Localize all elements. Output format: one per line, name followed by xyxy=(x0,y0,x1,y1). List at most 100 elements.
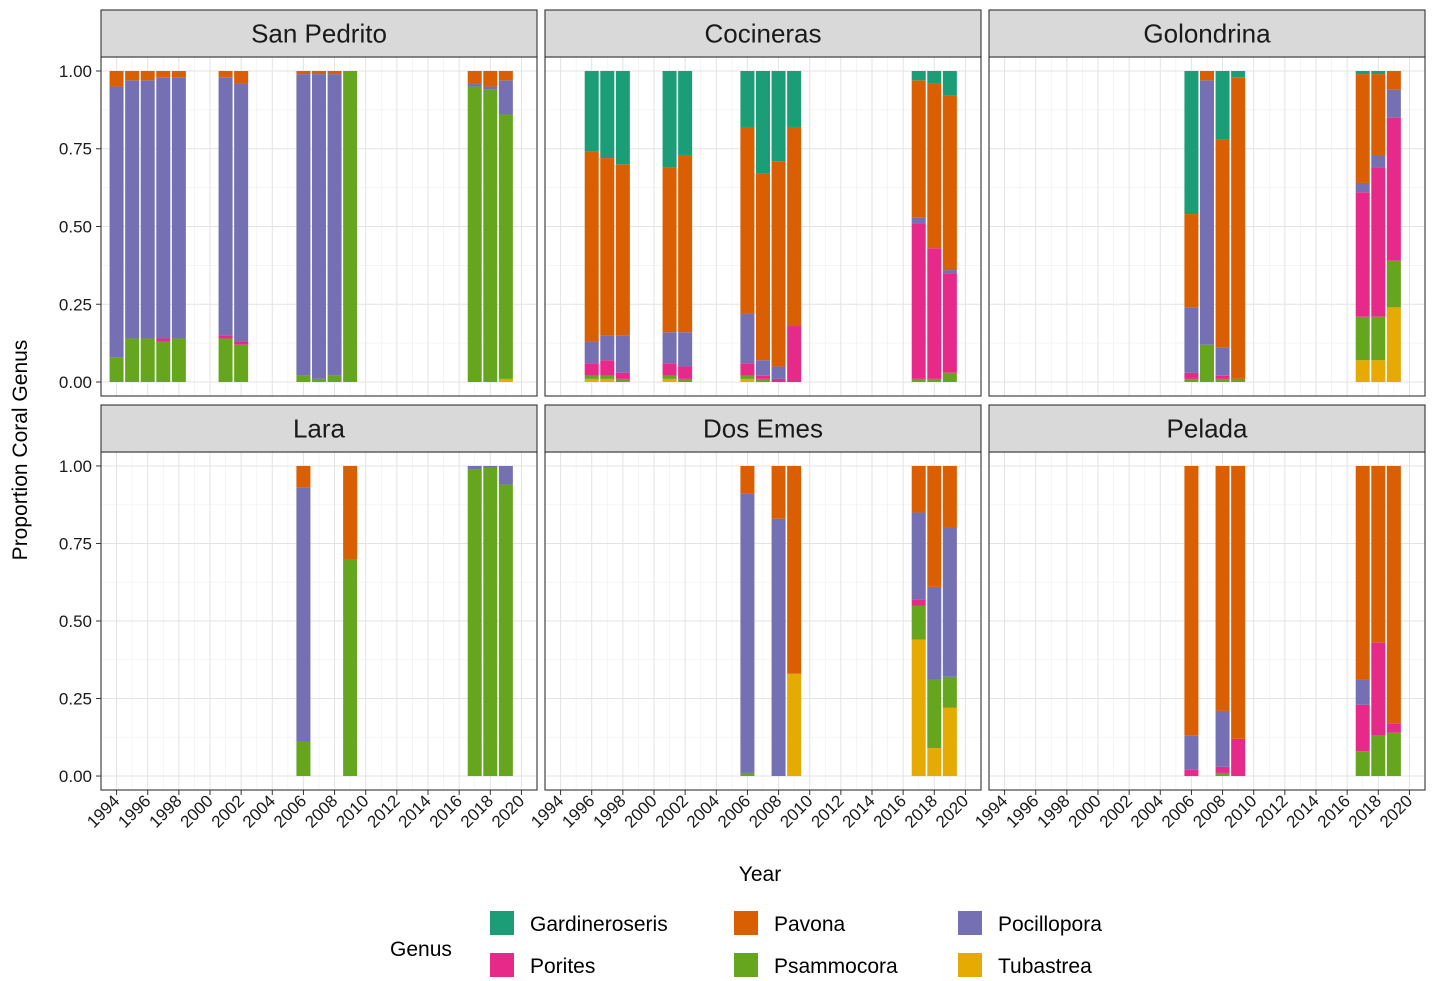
bar-segment-pavona-2009 xyxy=(787,126,802,327)
bar-segment-pavona-2008 xyxy=(1215,465,1230,711)
bar-segment-gardineroseris-2009 xyxy=(1231,70,1246,78)
bar-segment-porites-2018 xyxy=(1371,642,1386,736)
bar-segment-pavona-2018 xyxy=(1371,74,1386,155)
x-tick-label: 1994 xyxy=(527,791,567,831)
bar-segment-pocillopora-2006 xyxy=(296,487,311,742)
bar-segment-psammocora-2017 xyxy=(467,86,482,383)
x-tick-label: 2006 xyxy=(714,791,754,831)
bar-segment-pavona-1998 xyxy=(171,70,186,78)
bar-segment-gardineroseris-1996 xyxy=(584,70,599,152)
bar-segment-pavona-1996 xyxy=(584,151,599,342)
bar-segment-pavona-2009 xyxy=(1231,77,1246,379)
x-tick-label: 2002 xyxy=(1096,791,1136,831)
x-tick-label: 1996 xyxy=(1002,791,1042,831)
bar-segment-porites-2017 xyxy=(911,599,926,606)
bar-segment-pocillopora-2001 xyxy=(218,77,233,336)
legend-swatch-pocillopora xyxy=(958,911,982,935)
bar-segment-pavona-1998 xyxy=(615,164,630,336)
bar-segment-pocillopora-2007 xyxy=(1199,80,1215,345)
bar-segment-tubastrea-1997 xyxy=(600,378,615,383)
y-tick-label: 1.00 xyxy=(59,62,92,81)
legend-label-psammocora: Psammocora xyxy=(774,955,898,978)
x-tick-label: 2002 xyxy=(208,791,248,831)
bar-segment-porites-2017 xyxy=(1355,704,1370,752)
bar-segment-psammocora-1995 xyxy=(125,338,140,383)
bar-segment-porites-2001 xyxy=(218,335,233,339)
x-tick-label: 2012 xyxy=(1252,791,1292,831)
bar-segment-psammocora-2009 xyxy=(343,70,358,383)
bar-segment-pocillopora-2002 xyxy=(234,83,249,342)
x-tick-label: 2004 xyxy=(1127,791,1167,831)
bar-segment-psammocora-2019 xyxy=(942,676,957,708)
facet-strip xyxy=(100,404,538,453)
x-tick-label: 2010 xyxy=(776,791,816,831)
bar-segment-pavona-2017 xyxy=(1355,465,1370,680)
bar-segment-psammocora-2006 xyxy=(1184,378,1199,383)
legend-swatch-porites xyxy=(490,953,514,977)
bar-segment-gardineroseris-2017 xyxy=(1355,70,1370,75)
bar-segment-pocillopora-2019 xyxy=(942,270,957,274)
bar-segment-porites-2002 xyxy=(234,341,249,345)
bar-segment-gardineroseris-2006 xyxy=(740,70,755,127)
bar-segment-psammocora-2018 xyxy=(927,378,942,383)
bar-segment-psammocora-1998 xyxy=(171,338,186,383)
x-tick-label: 2008 xyxy=(745,791,785,831)
bar-segment-pavona-1996 xyxy=(140,70,155,81)
x-tick-label: 1996 xyxy=(114,791,154,831)
bar-segment-psammocora-2008 xyxy=(1215,772,1230,777)
x-tick-label: 1994 xyxy=(971,791,1011,831)
bar-segment-pavona-2018 xyxy=(927,465,942,587)
facet-strip xyxy=(988,404,1426,453)
y-tick-label: 0.25 xyxy=(59,295,92,314)
bar-segment-tubastrea-2017 xyxy=(1355,360,1370,383)
bar-segment-pavona-2018 xyxy=(927,83,942,249)
bar-segment-pavona-2019 xyxy=(942,95,957,271)
bar-segment-pavona-2007 xyxy=(1199,70,1215,81)
bar-segment-pavona-2006 xyxy=(1184,465,1199,736)
bar-segment-porites-2018 xyxy=(927,248,942,379)
panel-golondrina: Golondrina xyxy=(988,9,1426,397)
bar-segment-porites-2001 xyxy=(662,363,677,376)
bar-segment-pocillopora-1998 xyxy=(171,77,186,339)
bar-segment-psammocora-1996 xyxy=(584,375,599,379)
x-tick-label: 2010 xyxy=(332,791,372,831)
bar-segment-psammocora-1997 xyxy=(600,375,615,379)
x-tick-label: 1996 xyxy=(558,791,598,831)
bar-segment-porites-1997 xyxy=(600,360,615,376)
bar-segment-pocillopora-2018 xyxy=(927,586,942,680)
panel-lara: Lara 0.00 0.25 0.50 0.75 1.00 1994199619982000… xyxy=(59,404,538,832)
x-tick-label: 2018 xyxy=(901,791,941,831)
bar-segment-pavona-2006 xyxy=(740,126,755,314)
bar-segment-pavona-2017 xyxy=(911,80,926,218)
y-tick-label: 0.25 xyxy=(59,690,92,709)
bar-segment-pocillopora-1998 xyxy=(615,335,630,373)
y-tick-label: 0.00 xyxy=(59,767,92,786)
bar-segment-tubastrea-2018 xyxy=(1371,360,1386,383)
bar-segment-psammocora-1998 xyxy=(615,378,630,383)
bar-segment-pocillopora-2017 xyxy=(467,83,482,87)
y-tick-label: 0.50 xyxy=(59,218,92,237)
bar-segment-psammocora-2019 xyxy=(498,114,513,379)
facet-strip-label: Lara xyxy=(293,414,346,444)
bar-segment-pavona-2019 xyxy=(498,70,513,81)
bar-segment-gardineroseris-2008 xyxy=(771,70,786,162)
bar-segment-pavona-2007 xyxy=(755,173,771,361)
bar-segment-gardineroseris-1997 xyxy=(600,70,615,159)
x-tick-label: 2014 xyxy=(1283,791,1323,831)
legend: Genus Gardineroseris Pavona Pocillopora Por… xyxy=(390,911,1102,978)
bar-segment-psammocora-2017 xyxy=(1355,316,1370,361)
bar-segment-psammocora-2009 xyxy=(1231,378,1246,383)
legend-label-gardineroseris: Gardineroseris xyxy=(530,913,668,936)
bar-segment-pocillopora-2018 xyxy=(483,465,498,468)
bar-segment-tubastrea-2009 xyxy=(787,673,802,777)
bar-segment-porites-2007 xyxy=(755,375,771,379)
bar-segment-pavona-1997 xyxy=(600,158,615,336)
facet-strip-label: Cocineras xyxy=(704,19,821,49)
bar-segment-psammocora-2017 xyxy=(1355,751,1370,777)
bar-segment-psammocora-2008 xyxy=(1215,378,1230,383)
facet-strip-label: San Pedrito xyxy=(251,19,387,49)
bar-segment-tubastrea-2006 xyxy=(740,378,755,383)
bar-segment-pocillopora-2018 xyxy=(1371,154,1386,168)
bar-segment-psammocora-2017 xyxy=(467,469,482,777)
